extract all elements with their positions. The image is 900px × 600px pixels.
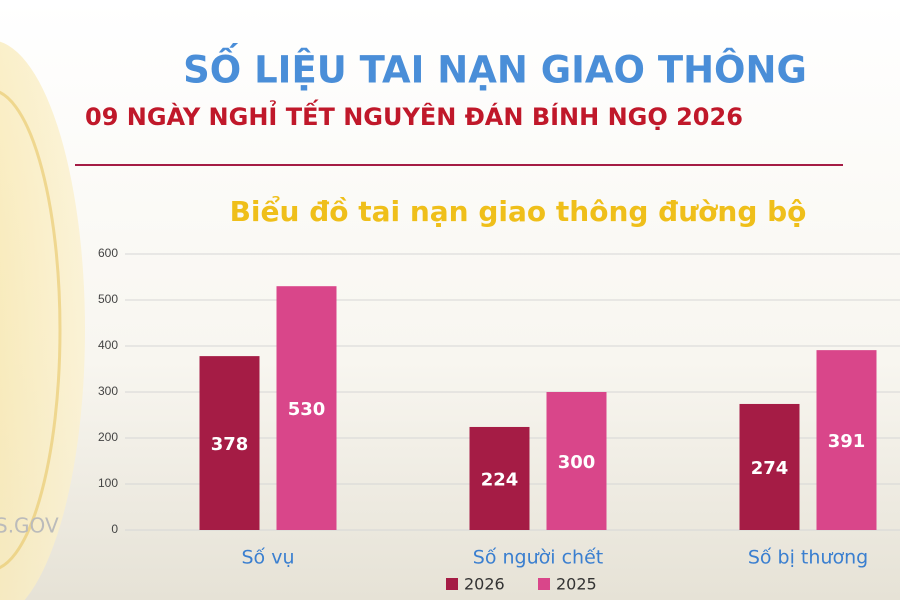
bar xyxy=(816,350,877,530)
y-tick-label: 300 xyxy=(98,384,118,398)
legend-label: 2025 xyxy=(556,575,597,594)
subtitle: 09 NGÀY NGHỈ TẾT NGUYÊN ĐÁN BÍNH NGỌ 202… xyxy=(85,98,743,131)
y-tick-label: 400 xyxy=(98,338,118,352)
data-label: 300 xyxy=(558,452,596,473)
decoration xyxy=(0,90,62,570)
chart-title: Biểu đồ tai nạn giao thông đường bộ xyxy=(230,194,807,228)
bar xyxy=(739,403,800,530)
legend-swatch xyxy=(446,578,458,590)
x-tick-label: Số bị thương xyxy=(748,547,868,569)
bar xyxy=(199,356,260,530)
bar xyxy=(546,392,607,530)
y-tick-label: 500 xyxy=(98,292,118,306)
data-label: 530 xyxy=(288,399,326,420)
watermark: S.GOV xyxy=(0,514,59,538)
bar xyxy=(276,286,337,530)
bar xyxy=(469,426,530,530)
data-label: 224 xyxy=(481,469,519,490)
decoration xyxy=(0,41,85,600)
data-label: 378 xyxy=(211,434,249,455)
x-tick-label: Số người chết xyxy=(473,547,603,569)
data-label: 391 xyxy=(828,431,866,452)
y-tick-label: 100 xyxy=(98,476,118,490)
legend-swatch xyxy=(538,578,550,590)
y-tick-label: 600 xyxy=(98,246,118,260)
legend-label: 2026 xyxy=(464,575,505,594)
y-tick-label: 0 xyxy=(111,522,118,536)
y-tick-label: 200 xyxy=(98,430,118,444)
title: SỐ LIỆU TAI NẠN GIAO THÔNG xyxy=(183,43,807,92)
x-tick-label: Số vụ xyxy=(241,547,294,569)
data-label: 274 xyxy=(751,458,789,479)
